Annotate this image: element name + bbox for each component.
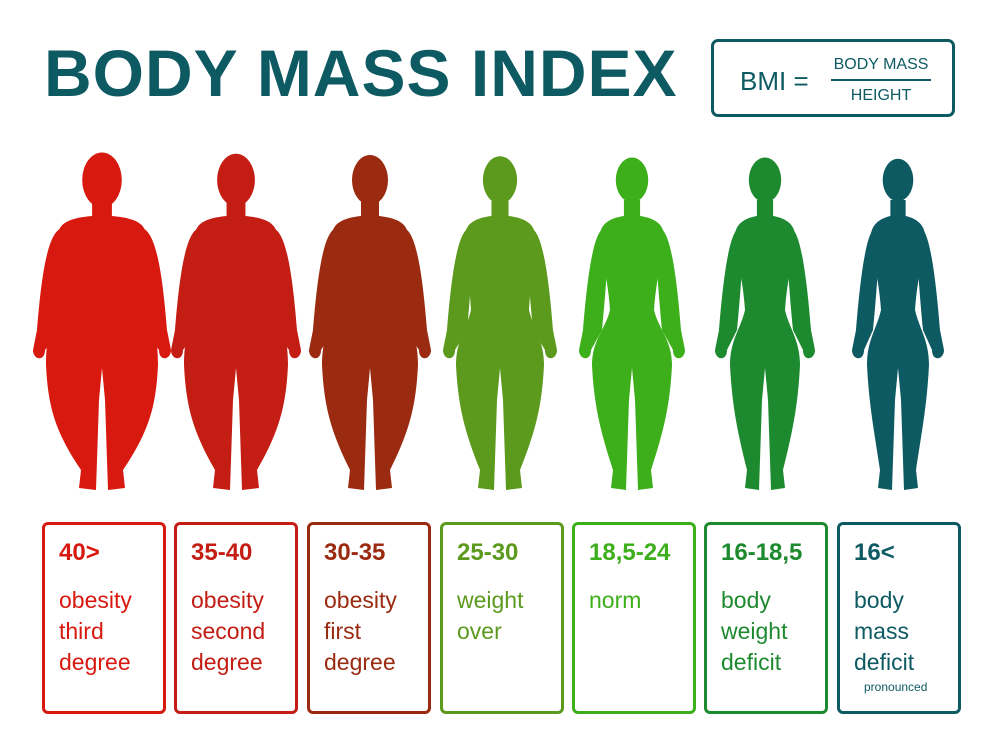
female-silhouette-thin-icon: [852, 158, 944, 490]
bmi-category-card: 16-18,5 body weight deficit: [704, 522, 828, 714]
bmi-category-label: obesity first degree: [324, 587, 397, 675]
female-silhouette-obese-icon: [309, 155, 431, 490]
bmi-category-card: 35-40 obesity second degree: [174, 522, 298, 714]
female-silhouette-overweight-icon: [443, 156, 557, 490]
formula-lhs: BMI =: [740, 66, 809, 96]
bmi-category-label: body mass deficit: [854, 587, 915, 675]
bmi-category-note: pronounced: [864, 680, 928, 694]
bmi-range: 18,5-24: [589, 539, 671, 566]
bmi-range: 30-35: [324, 539, 386, 566]
female-silhouette-obese-icon: [171, 153, 301, 490]
bmi-category-label: obesity second degree: [191, 587, 266, 675]
bmi-range: 25-30: [457, 539, 519, 566]
bmi-category-label: norm: [589, 587, 642, 613]
bmi-category-card: 40> obesity third degree: [42, 522, 166, 714]
female-silhouette-thin-icon: [715, 157, 815, 490]
bmi-category-card: 16< body mass deficit pronounced: [837, 522, 961, 714]
female-silhouette-normal-icon: [579, 157, 685, 490]
bmi-formula-box: BMI = BODY MASS HEIGHT: [711, 39, 955, 117]
bmi-category-label: obesity third degree: [59, 587, 132, 675]
bmi-range: 16-18,5: [721, 539, 803, 566]
formula-numerator: BODY MASS: [831, 57, 931, 81]
body-silhouettes: [33, 152, 944, 490]
bmi-category-card: 25-30 weight over: [440, 522, 564, 714]
bmi-range: 35-40: [191, 539, 253, 566]
page-title: BODY MASS INDEX: [44, 36, 678, 110]
bmi-range: 16<: [854, 539, 895, 566]
formula-denominator: HEIGHT: [850, 87, 912, 104]
formula-fraction: BODY MASS HEIGHT: [831, 57, 931, 104]
bmi-category-card: 30-35 obesity first degree: [307, 522, 431, 714]
female-silhouette-obese-icon: [33, 152, 171, 490]
bmi-category-label: body weight deficit: [721, 587, 788, 675]
bmi-category-card: 18,5-24 norm: [572, 522, 696, 714]
bmi-range: 40>: [59, 539, 100, 566]
bmi-category-label: weight over: [457, 587, 524, 644]
